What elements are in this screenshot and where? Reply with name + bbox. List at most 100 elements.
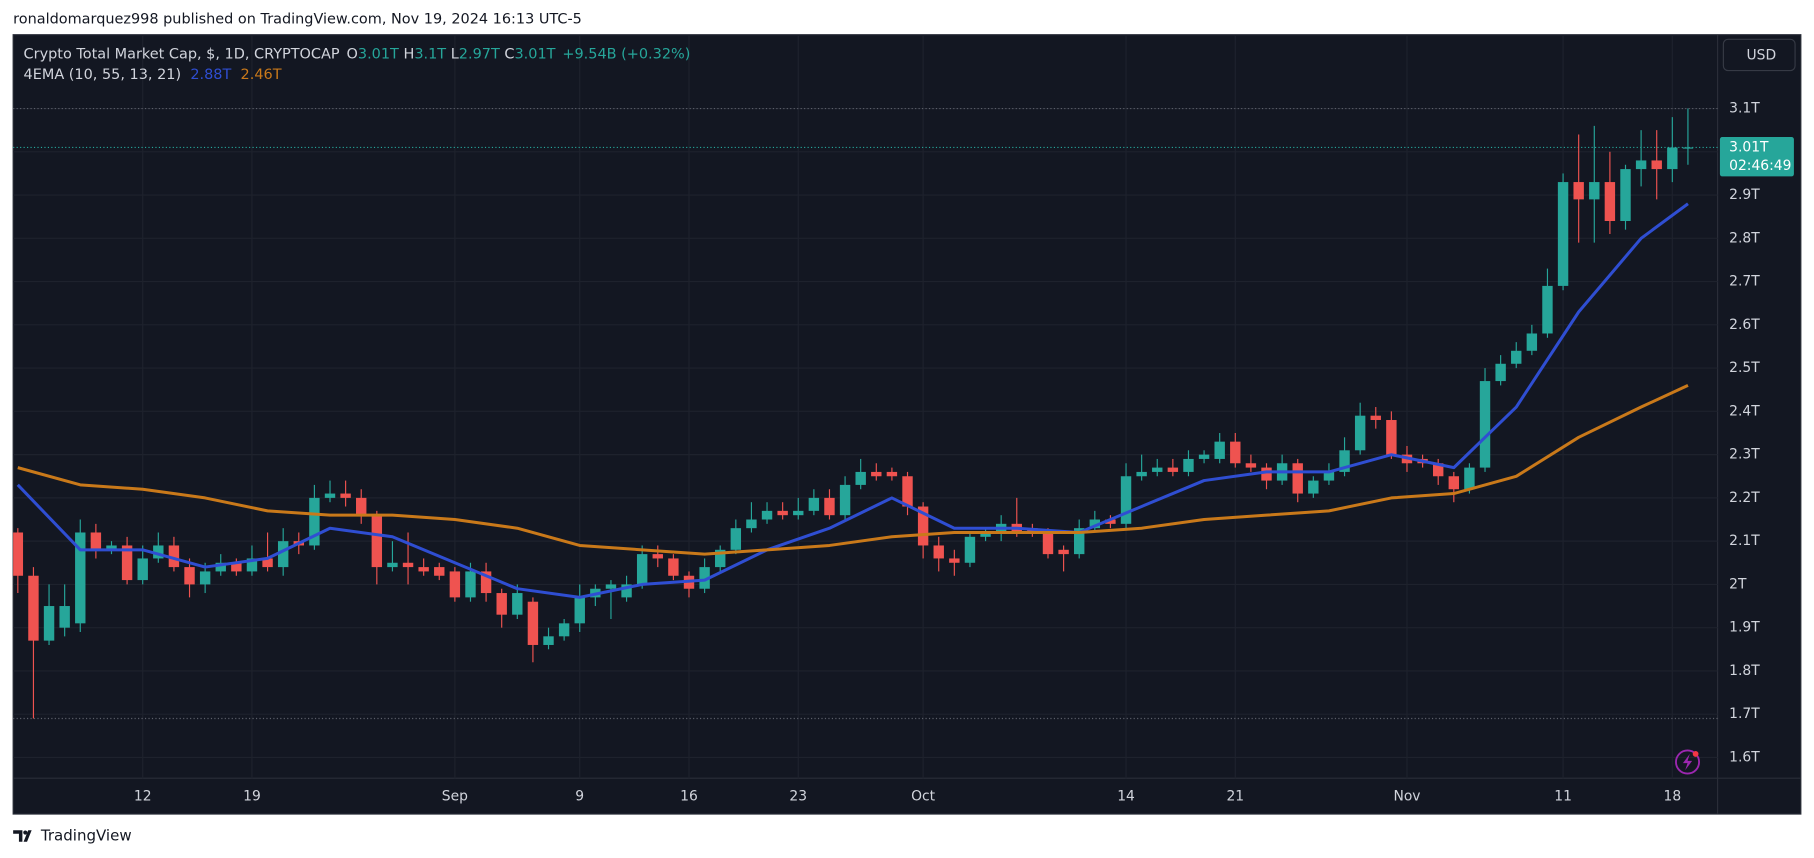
candle-body: [1214, 441, 1225, 459]
candle-body: [1261, 467, 1272, 481]
candle-body: [1167, 467, 1179, 472]
candle-body: [1308, 480, 1319, 494]
y-tick-label: 2.6T: [1729, 317, 1760, 333]
candle-body: [886, 471, 898, 477]
candle-body: [605, 584, 617, 589]
candle-body: [1230, 441, 1241, 464]
quote-key: L: [451, 46, 459, 62]
quote-key: H: [403, 46, 414, 62]
candle-body: [1526, 333, 1538, 351]
candle-body: [636, 554, 648, 585]
grid-layer: [13, 35, 1718, 779]
candle-body: [1323, 471, 1335, 481]
currency-label[interactable]: USD: [1746, 48, 1776, 64]
candle-body: [1620, 169, 1631, 222]
ema-line: [17, 384, 1689, 556]
brand-logo: [13, 830, 32, 842]
candle-body: [949, 558, 960, 563]
candle-body: [1604, 182, 1616, 222]
alert-bolt[interactable]: [1682, 753, 1693, 771]
currency-button[interactable]: [1722, 38, 1796, 72]
x-tick-label: 21: [1226, 789, 1244, 805]
candle-body: [43, 606, 55, 641]
price-countdown: 02:46:49: [1729, 158, 1791, 174]
candle-body: [75, 532, 86, 624]
legend-line: Crypto Total Market Cap, $, 1D, CRYPTOCA…: [24, 46, 691, 62]
candle-body: [168, 545, 180, 568]
candle-body: [668, 558, 679, 576]
candle-body: [1339, 450, 1350, 472]
candle-body: [621, 584, 632, 598]
y-tick-label: 1.8T: [1729, 663, 1760, 679]
candle-body: [387, 562, 398, 568]
y-tick-label: 1.6T: [1729, 749, 1760, 765]
quote-slot: O3.01T H3.1T L2.97T C3.01T +9.54B (+0.32%): [347, 46, 691, 62]
y-tick-label: 2.2T: [1729, 490, 1760, 506]
candle-body: [402, 562, 414, 568]
candle-body: [543, 636, 554, 645]
quote-value: 3.1T: [414, 46, 446, 62]
alert-dot[interactable]: [1692, 751, 1699, 757]
candle-body: [480, 571, 492, 594]
candle-body: [137, 558, 148, 581]
candle-body: [871, 471, 882, 477]
candle-body: [106, 545, 117, 550]
candle-body: [246, 558, 258, 572]
candle-body: [434, 567, 445, 576]
price-label: 3.01T: [1729, 139, 1769, 155]
candle-body: [980, 532, 991, 537]
candle-body: [652, 554, 663, 559]
candle-body: [1074, 528, 1085, 555]
candle-body: [1542, 285, 1553, 334]
candle-body: [1245, 463, 1257, 468]
candle-body: [1635, 160, 1647, 170]
candle-body: [309, 497, 320, 546]
x-tick-label: 19: [243, 789, 261, 805]
quote-key: C: [504, 46, 514, 62]
y-tick-label: 3.1T: [1729, 101, 1760, 117]
candle-body: [153, 545, 164, 559]
candle-body: [371, 515, 383, 568]
y-tick-label: 2.7T: [1729, 274, 1760, 290]
candle-body: [1292, 463, 1303, 494]
alert-ring[interactable]: [1675, 749, 1701, 775]
x-tick-label: 23: [789, 789, 807, 805]
y-tick-label: 2.9T: [1729, 187, 1760, 203]
brand-dot: [23, 830, 28, 835]
candle-body: [59, 606, 70, 628]
candle-body: [793, 510, 804, 516]
x-tick-label: 18: [1664, 789, 1682, 805]
quote-value: 3.01T: [358, 46, 399, 62]
candle-body: [777, 510, 788, 516]
candle-body: [1667, 147, 1678, 170]
plot-layer: [13, 108, 1694, 719]
candle-body: [324, 493, 336, 498]
candle-body: [917, 506, 929, 546]
indicator-name: 4EMA (10, 55, 13, 21): [24, 67, 182, 83]
candle-body: [449, 571, 461, 598]
quote-value: 2.97T: [459, 46, 500, 62]
candle-body: [1152, 467, 1163, 472]
candle-body: [13, 532, 24, 576]
candle-body: [215, 562, 226, 572]
candle-body: [121, 545, 133, 581]
candle-body: [418, 567, 429, 572]
candle-body: [465, 571, 476, 598]
ema-line: [16, 202, 1689, 599]
y-tick-label: 2.5T: [1729, 360, 1760, 376]
candle-body: [1058, 549, 1069, 555]
candle-body: [1198, 454, 1210, 459]
candle-body: [715, 549, 726, 568]
y-tick-label: 1.9T: [1729, 620, 1760, 636]
alert-icon[interactable]: [1675, 749, 1701, 775]
candle-body: [1479, 381, 1491, 468]
quote-value: 3.01T: [514, 46, 555, 62]
y-tick-label: 2.1T: [1729, 533, 1760, 549]
candle-body: [558, 623, 570, 637]
candle-body: [1573, 182, 1584, 200]
x-tick-label: 14: [1117, 789, 1135, 805]
candle-body: [1105, 519, 1116, 524]
candle-body: [199, 571, 211, 585]
axis-layer: 1.6T 1.7T 1.8T 1.9T 2T 2.1T 2.2T 2.3T 2.4T 2.5T 2.…: [134, 101, 1794, 805]
